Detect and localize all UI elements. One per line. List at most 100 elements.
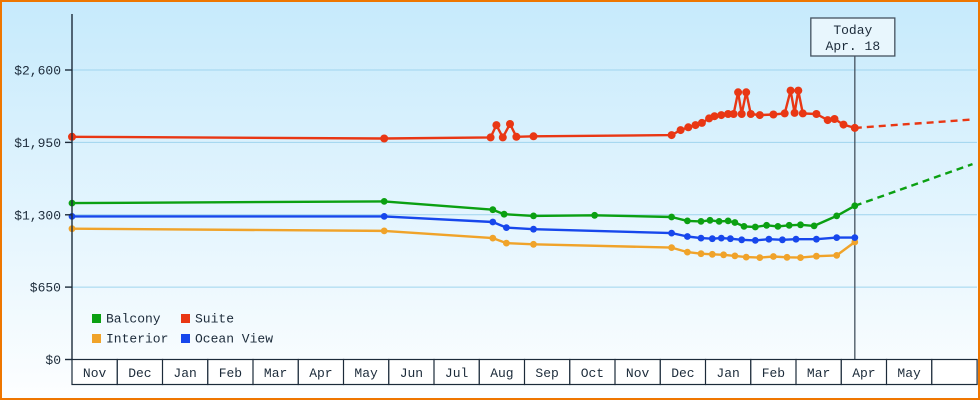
x-axis-months: Nov Dec Jan Feb Mar Apr May Jun Jul Aug Sep Oct Nov D… [71, 358, 978, 386]
legend-swatch-balcony [92, 314, 101, 323]
month-cell [704, 358, 752, 386]
data-point-ocean-view [380, 213, 388, 220]
today-label-line1: Today [833, 23, 872, 38]
data-point-ocean-view [751, 237, 759, 244]
month-label: Sep [535, 366, 558, 381]
month-cell [795, 358, 842, 386]
data-point-ocean-view [684, 233, 691, 240]
legend-swatch-interior [92, 334, 101, 343]
data-point-interior [668, 244, 675, 252]
month-label: Nov [83, 366, 107, 381]
data-point-interior [697, 250, 705, 258]
data-point-interior [380, 227, 388, 235]
data-point-suite [486, 133, 495, 142]
data-point-balcony [715, 218, 723, 225]
data-point-suite [786, 86, 795, 95]
data-point-balcony [530, 212, 537, 220]
data-point-interior [756, 254, 764, 261]
data-point-suite [823, 116, 832, 125]
data-point-balcony [380, 198, 388, 205]
data-point-balcony [833, 212, 841, 220]
data-point-suite [755, 111, 764, 120]
legend-swatch-suite [181, 314, 190, 323]
data-point-suite [512, 132, 521, 141]
data-point-interior [720, 251, 727, 259]
y-tick-label: $650 [30, 281, 61, 296]
data-point-ocean-view [697, 234, 705, 242]
data-point-ocean-view [503, 224, 510, 232]
data-point-suite [498, 133, 507, 142]
data-point-suite [710, 112, 719, 121]
data-point-ocean-view [779, 236, 786, 244]
data-point-suite [691, 121, 700, 130]
y-tick-label: $2,600 [14, 64, 61, 79]
data-point-interior [731, 252, 739, 260]
y-tick-label: $1,950 [14, 136, 61, 151]
today-label-box [810, 17, 896, 57]
legend-label-suite: Suite [195, 312, 234, 327]
data-point-suite [506, 120, 514, 128]
month-cell [433, 358, 480, 386]
data-point-balcony [591, 211, 598, 219]
legend: Balcony Suite Interior Ocean View [92, 312, 273, 347]
legend-label-balcony: Balcony [106, 312, 161, 327]
month-label: May [354, 366, 378, 381]
month-cell [71, 358, 118, 386]
series-projection-suite [854, 118, 973, 130]
data-point-interior [833, 252, 841, 259]
legend-swatch-ocean-view [181, 334, 190, 343]
data-point-balcony [489, 206, 497, 214]
data-point-suite [697, 118, 706, 127]
data-point-ocean-view [833, 234, 841, 242]
data-point-balcony [684, 217, 691, 225]
month-label: Oct [581, 366, 604, 381]
data-point-interior [503, 239, 510, 247]
data-point-interior [742, 253, 750, 261]
month-label: Aug [490, 366, 513, 381]
data-point-suite [798, 109, 807, 118]
data-point-ocean-view [727, 235, 734, 243]
data-point-interior [797, 254, 804, 261]
data-point-balcony [851, 202, 859, 210]
data-point-balcony [731, 219, 739, 226]
data-point-ocean-view [489, 218, 497, 226]
data-point-balcony [697, 218, 705, 225]
data-point-interior [770, 253, 777, 260]
month-cell [116, 358, 164, 386]
month-label: Apr [309, 366, 332, 381]
data-point-balcony [724, 217, 732, 225]
data-point-interior [813, 252, 820, 260]
data-point-interior [708, 250, 716, 258]
month-cell [931, 358, 978, 386]
month-label: Nov [626, 366, 650, 381]
month-label: Mar [807, 366, 830, 381]
data-point-suite [734, 88, 743, 97]
data-point-suite [780, 109, 789, 118]
data-point-suite [529, 132, 538, 141]
data-point-suite [717, 111, 726, 120]
data-point-suite [769, 110, 778, 119]
month-cell [569, 358, 616, 386]
data-point-ocean-view [813, 235, 820, 243]
month-cell [207, 358, 254, 386]
data-point-balcony [797, 221, 804, 229]
month-label: Dec [128, 366, 151, 381]
month-cell [342, 358, 390, 386]
series-projection-balcony [854, 162, 973, 207]
data-point-suite [790, 108, 799, 117]
data-point-balcony [706, 216, 714, 224]
data-point-balcony [763, 221, 770, 229]
data-point-suite [380, 134, 389, 143]
data-point-interior [783, 253, 791, 261]
data-point-interior [530, 240, 537, 248]
data-point-suite [794, 86, 803, 95]
y-axis: $0 $650 $1,300 $1,950 $2,600 [14, 14, 73, 368]
series-lines [68, 86, 973, 261]
data-point-ocean-view [668, 229, 675, 237]
data-point-ocean-view [708, 235, 716, 243]
data-point-ocean-view [738, 236, 746, 244]
data-point-ocean-view [717, 234, 725, 242]
data-point-ocean-view [792, 235, 800, 243]
